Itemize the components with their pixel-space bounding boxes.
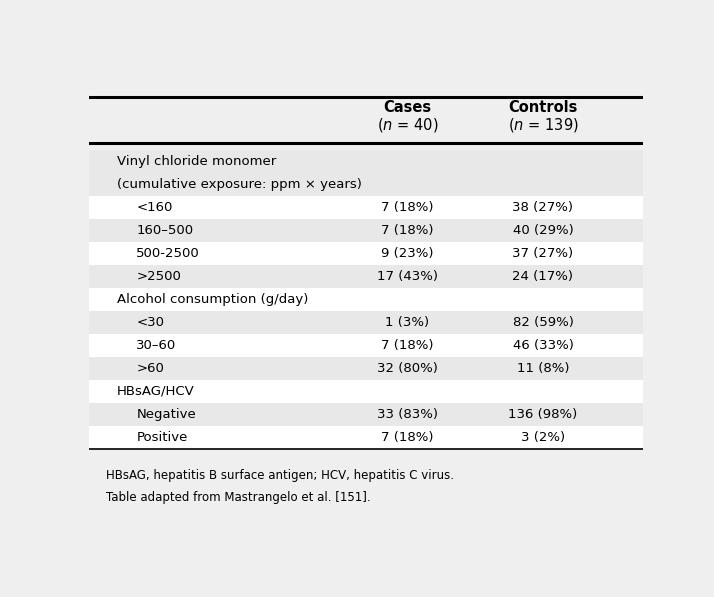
Text: 33 (83%): 33 (83%) [377,408,438,421]
Text: 32 (80%): 32 (80%) [377,362,438,375]
Text: 7 (18%): 7 (18%) [381,338,433,352]
Text: 40 (29%): 40 (29%) [513,224,573,237]
Text: 37 (27%): 37 (27%) [513,247,573,260]
Text: >2500: >2500 [136,270,181,283]
Text: Controls: Controls [508,100,578,115]
Bar [89,173,643,196]
Text: Positive: Positive [136,430,188,444]
Text: 38 (27%): 38 (27%) [513,201,573,214]
Bar [89,242,643,264]
Text: <160: <160 [136,201,173,214]
Bar [89,150,643,173]
Text: 7 (18%): 7 (18%) [381,430,433,444]
Bar [89,380,643,402]
Text: HBsAG/HCV: HBsAG/HCV [117,384,195,398]
Text: ($\it{n}$ = 40): ($\it{n}$ = 40) [377,116,438,134]
Bar [89,310,643,334]
Text: 11 (8%): 11 (8%) [517,362,569,375]
Text: 160–500: 160–500 [136,224,193,237]
Text: Table adapted from Mastrangelo et al. [151].: Table adapted from Mastrangelo et al. [1… [106,491,371,504]
Text: 1 (3%): 1 (3%) [386,316,430,329]
Text: 17 (43%): 17 (43%) [377,270,438,283]
Text: 500-2500: 500-2500 [136,247,200,260]
Text: Alcohol consumption (g/day): Alcohol consumption (g/day) [117,293,308,306]
Text: 7 (18%): 7 (18%) [381,224,433,237]
Bar [89,196,643,219]
Bar [89,426,643,448]
Text: 24 (17%): 24 (17%) [513,270,573,283]
Text: 7 (18%): 7 (18%) [381,201,433,214]
Text: HBsAG, hepatitis B surface antigen; HCV, hepatitis C virus.: HBsAG, hepatitis B surface antigen; HCV,… [106,469,454,482]
Text: 30–60: 30–60 [136,338,176,352]
Bar [89,402,643,426]
Bar [89,264,643,288]
Text: <30: <30 [136,316,164,329]
Text: 46 (33%): 46 (33%) [513,338,573,352]
Bar [89,356,643,380]
Text: Negative: Negative [136,408,196,421]
Text: 136 (98%): 136 (98%) [508,408,578,421]
Text: 82 (59%): 82 (59%) [513,316,573,329]
Text: ($\it{n}$ = 139): ($\it{n}$ = 139) [508,116,578,134]
Bar [89,219,643,242]
Text: >60: >60 [136,362,164,375]
Bar [89,288,643,310]
Text: (cumulative exposure: ppm × years): (cumulative exposure: ppm × years) [117,178,362,191]
Text: Cases: Cases [383,100,431,115]
Bar [89,334,643,356]
Text: 9 (23%): 9 (23%) [381,247,433,260]
Text: 3 (2%): 3 (2%) [521,430,565,444]
Text: Vinyl chloride monomer: Vinyl chloride monomer [117,155,276,168]
